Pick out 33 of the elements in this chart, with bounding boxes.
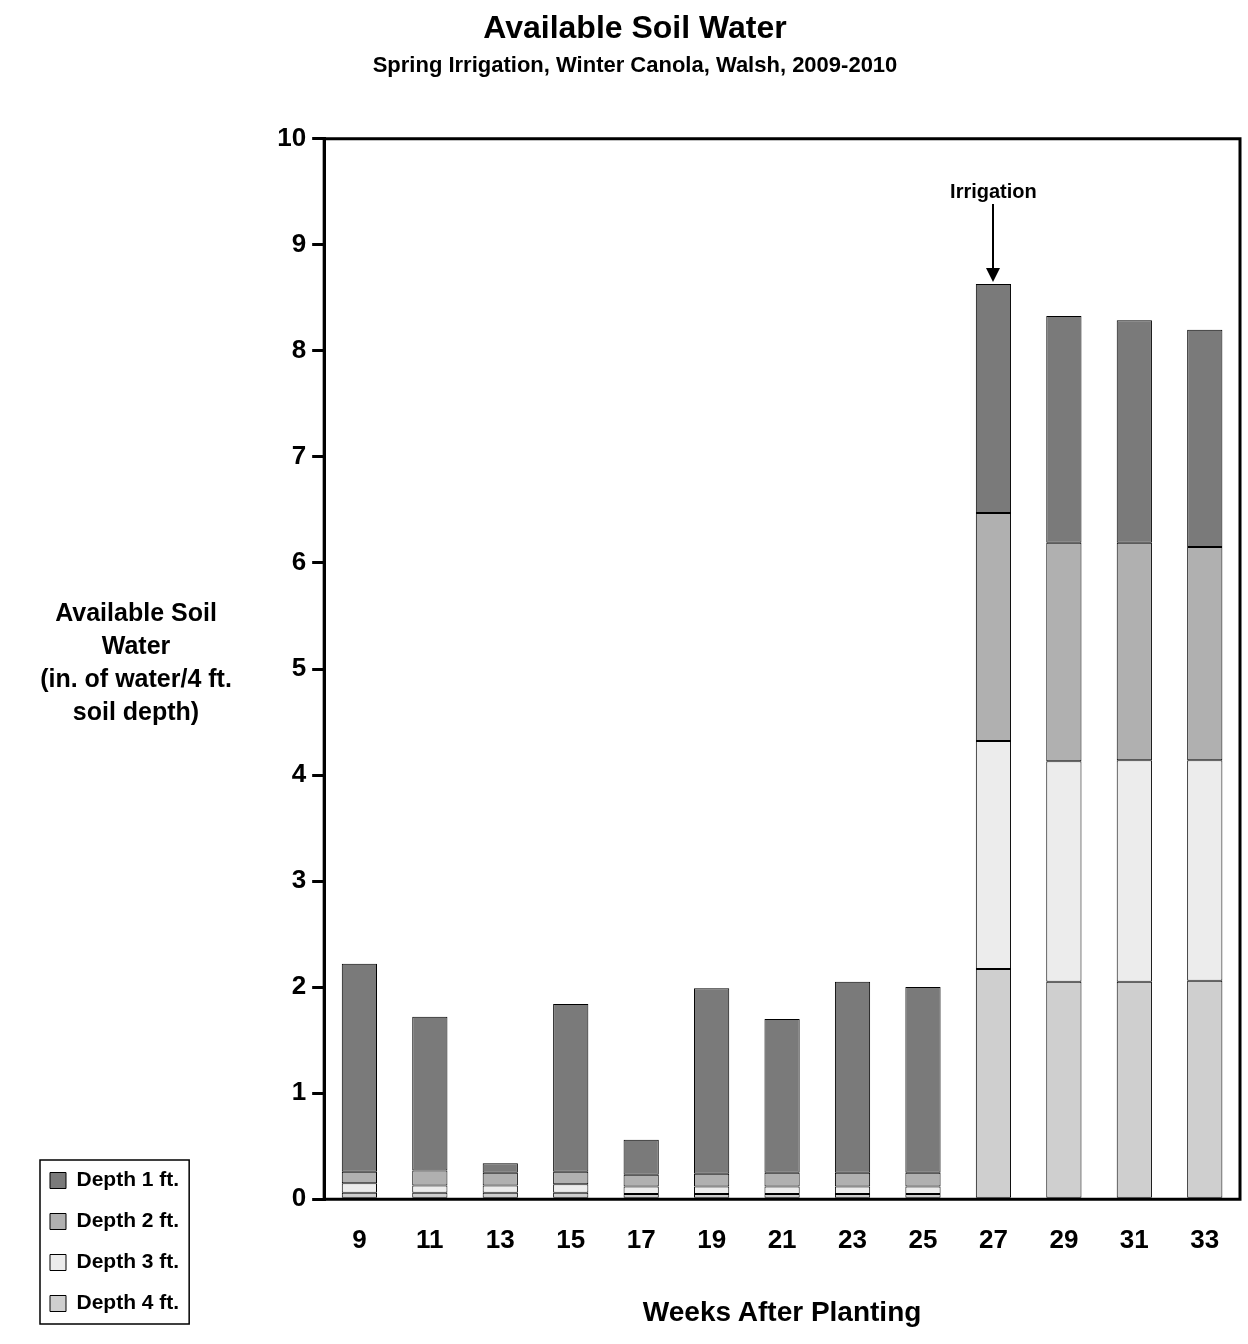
annotation: Irrigation [950, 180, 1037, 203]
x-axis-title: Weeks After Planting [642, 1295, 922, 1327]
y-tick-label: 10 [277, 121, 307, 152]
y-tick-label: 6 [291, 546, 307, 577]
y-tick-label: 7 [291, 440, 307, 471]
legend-label: Depth 2 ft. [76, 1208, 180, 1232]
y-tick-label: 1 [291, 1076, 307, 1107]
x-tick-label: 17 [626, 1223, 656, 1254]
x-tick-label: 23 [838, 1223, 867, 1254]
x-tick-label: 15 [556, 1223, 586, 1254]
y-tick-label: 8 [291, 334, 307, 365]
x-tick-label: 27 [978, 1223, 1008, 1254]
x-tick-label: 29 [1049, 1223, 1079, 1254]
x-tick-label: 31 [1119, 1223, 1149, 1254]
x-tick-label: 25 [908, 1223, 938, 1254]
y-tick-label: 0 [291, 1182, 307, 1213]
y-tick-label: 2 [291, 970, 307, 1001]
x-tick-label: 13 [485, 1223, 515, 1254]
y-tick-label: 5 [291, 652, 307, 683]
y-tick-label: 4 [291, 758, 307, 789]
legend-label: Depth 4 ft. [76, 1290, 180, 1314]
chart-subtitle: Spring Irrigation, Winter Canola, Walsh, 2009-2010 [372, 51, 898, 77]
legend-label: Depth 3 ft. [76, 1249, 180, 1273]
y-tick-label: 9 [291, 228, 307, 259]
y-axis-title: Available Soil Water (in. of water/4 ft. soil depth) [40, 598, 232, 726]
x-tick-label: 33 [1190, 1223, 1220, 1254]
x-tick-label: 21 [767, 1223, 797, 1254]
x-tick-label: 11 [416, 1223, 444, 1254]
y-tick-label: 3 [291, 864, 307, 895]
legend-label: Depth 1 ft. [76, 1167, 180, 1191]
x-tick-label: 19 [697, 1223, 727, 1254]
x-tick-label: 9 [352, 1223, 367, 1254]
chart-title: Available Soil Water [483, 9, 787, 46]
